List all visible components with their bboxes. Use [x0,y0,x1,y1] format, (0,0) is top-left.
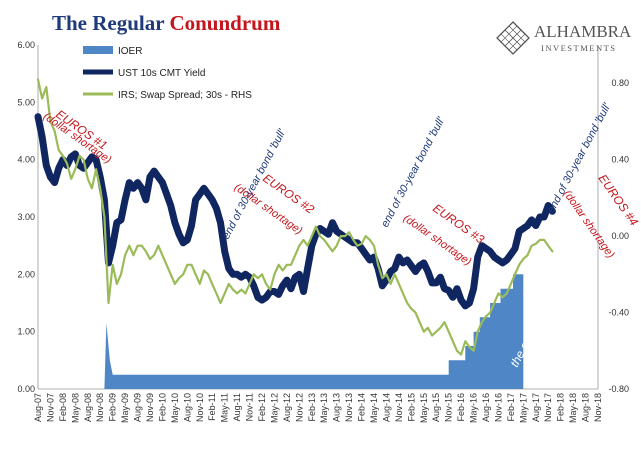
annotation-bull-3: end of 30-year bond 'bull' [545,101,614,216]
title-part-2: Conundrum [169,11,280,35]
diamond-lattice-icon [496,21,530,55]
x-tick-label: Aug-09 [133,393,143,422]
x-tick-label: Feb-09 [108,393,118,422]
x-tick-label: May-11 [220,393,230,422]
series-ust-line [34,113,556,310]
right-tick-label: 0.80 [611,78,629,88]
brand-name: ALHAMBRA [534,22,632,41]
left-tick-label: 4.00 [17,155,35,165]
x-tick-label: Nov-09 [145,393,155,422]
x-tick-label: Nov-11 [245,393,255,421]
left-tick-label: 2.00 [17,269,35,279]
x-tick-label: Feb-10 [157,393,167,422]
x-tick-label: May-14 [369,393,379,423]
x-tick-label: Nov-17 [543,393,553,422]
x-tick-label: May-16 [469,393,479,423]
x-tick-label: Nov-18 [593,393,603,422]
x-tick-label: Nov-16 [493,393,503,422]
legend-swatch-ioer [83,46,113,54]
annotation-euros-4: EUROS #4 [596,172,641,229]
x-tick-label: May-12 [269,393,279,423]
x-tick-label: Feb-11 [207,393,217,421]
x-tick-label: Aug-17 [531,393,541,422]
x-tick-label: May-13 [319,393,329,423]
left-tick-label: 5.00 [17,97,35,107]
annotation-euros-4-sub: (dollar shortage) [561,188,617,261]
x-tick-label: Aug-11 [232,393,242,421]
series-layer [34,78,556,389]
x-tick-label: May-15 [419,393,429,423]
x-tick-label: Nov-07 [45,393,55,422]
x-tick-label: Feb-18 [556,393,566,422]
x-tick-label: Aug-15 [431,393,441,422]
x-tick-label: Feb-08 [58,393,68,422]
right-tick-label: 0.40 [611,155,629,165]
x-tick-label: Nov-10 [195,393,205,422]
x-tick-label: May-08 [70,393,80,423]
right-axis: -0.80 -0.40 0.00 0.40 0.80 [608,78,629,394]
x-tick-label: Feb-17 [506,393,516,422]
x-tick-label: Feb-13 [307,393,317,422]
right-tick-label: -0.80 [608,384,629,394]
x-tick-label: Nov-13 [344,393,354,422]
legend-label-irs: IRS; Swap Spread; 30s - RHS [118,90,252,101]
brand-subtitle: INVESTMENTS [541,43,617,53]
x-tick-label: Feb-12 [257,393,267,422]
x-tick-label: Aug-14 [381,393,391,422]
x-tick-label: Nov-12 [294,393,304,422]
x-tick-label: May-09 [120,393,130,423]
x-tick-label: Aug-08 [83,393,93,422]
x-tick-label: Aug-10 [182,393,192,422]
x-tick-label: May-17 [518,393,528,423]
x-tick-label: Feb-14 [357,393,367,422]
title-part-1: The Regular [52,11,169,35]
x-tick-label: Aug-13 [332,393,342,422]
right-tick-label: 0.00 [611,231,629,241]
x-tick-label: Nov-14 [394,393,404,422]
x-tick-label: Nov-15 [444,393,454,422]
x-tick-label: May-10 [170,393,180,423]
legend: IOER UST 10s CMT Yield IRS; Swap Spread;… [83,46,252,101]
x-tick-label: Aug-16 [481,393,491,422]
x-tick-label: Feb-15 [406,393,416,422]
x-tick-label: Feb-16 [456,393,466,422]
left-axis: 0.00 1.00 2.00 3.00 4.00 5.00 6.00 [17,40,35,394]
right-tick-label: -0.40 [608,308,629,318]
legend-label-ioer: IOER [118,46,142,57]
series-ioer-area [104,262,524,389]
left-tick-label: 0.00 [17,384,35,394]
x-axis: Aug-07 Nov-07 Feb-08 May-08 Aug-08 Nov-08 Feb-… [33,393,603,423]
left-tick-label: 6.00 [17,40,35,50]
series-irs-line [36,78,554,356]
x-tick-label: May-18 [568,393,578,423]
left-tick-label: 3.00 [17,212,35,222]
left-tick-label: 1.00 [17,327,35,337]
x-tick-label: Aug-07 [33,393,43,422]
legend-label-ust: UST 10s CMT Yield [118,68,205,79]
chart-title: The Regular Conundrum [52,11,281,35]
x-tick-label: Nov-08 [95,393,105,422]
x-tick-label: Aug-18 [581,393,591,422]
x-tick-label: Aug-12 [282,393,292,422]
